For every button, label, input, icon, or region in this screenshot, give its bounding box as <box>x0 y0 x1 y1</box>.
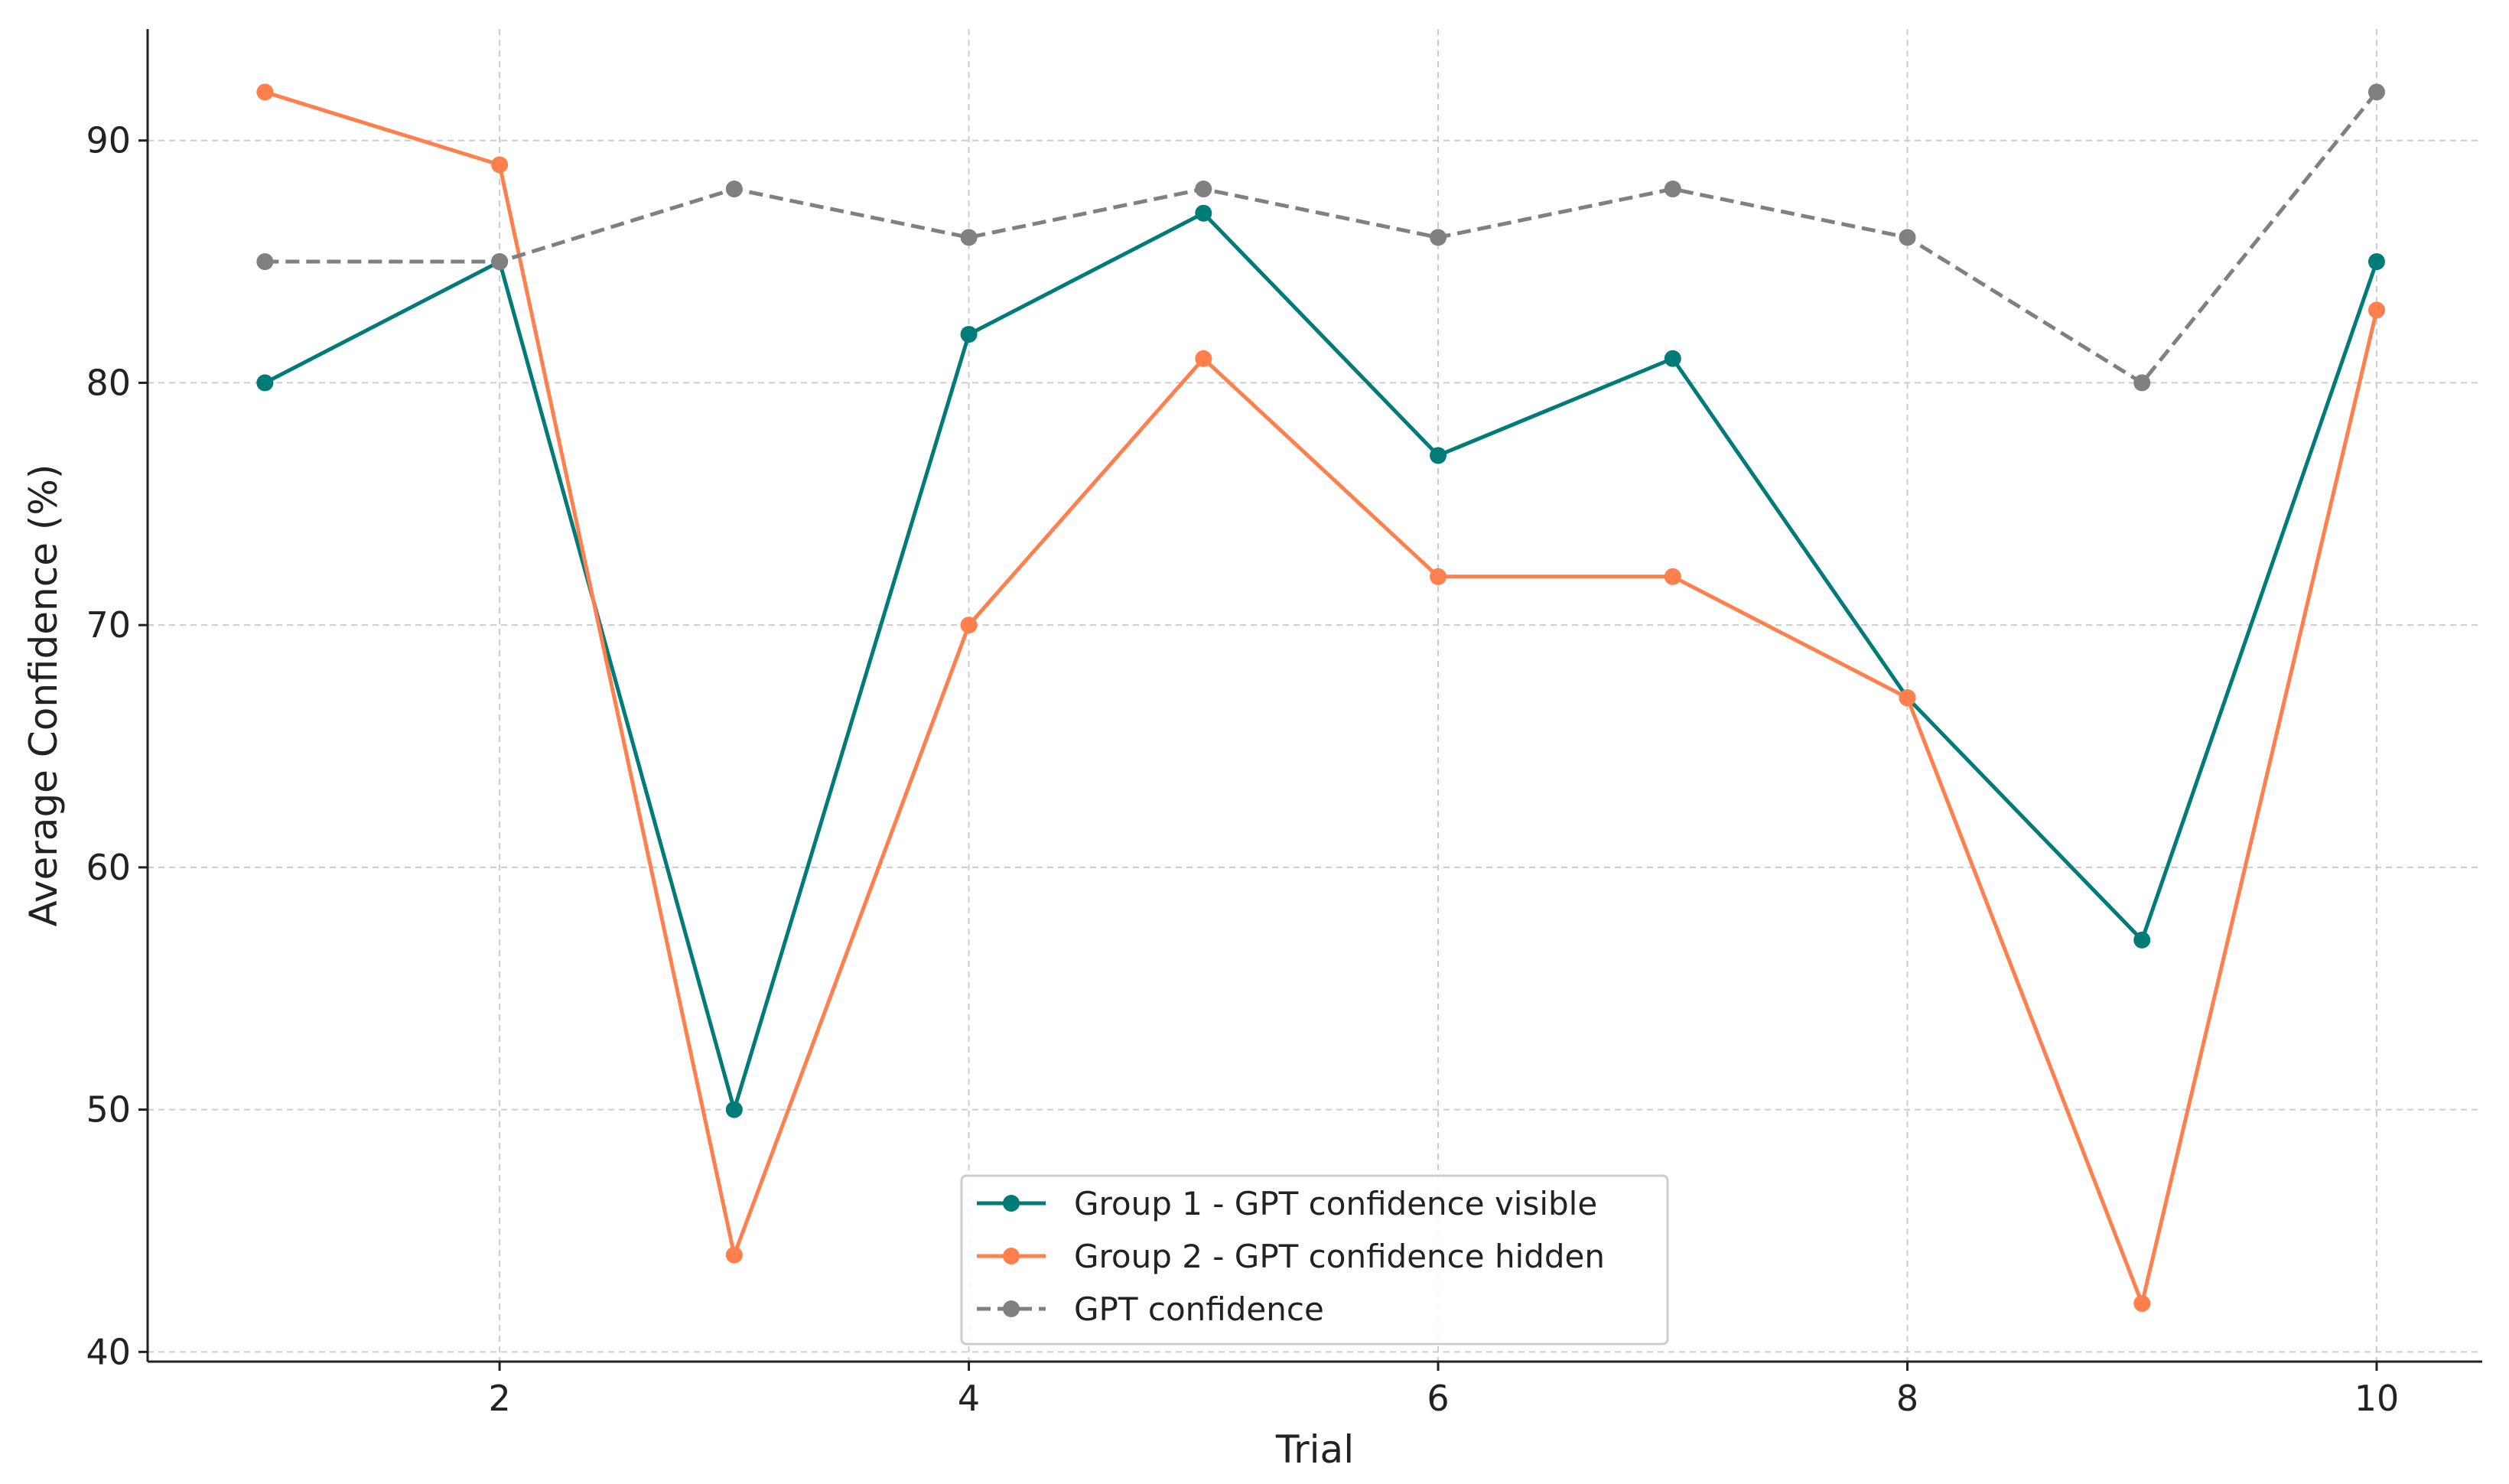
data-point <box>2367 253 2385 271</box>
legend-swatch-marker <box>1003 1248 1020 1264</box>
series <box>256 83 2385 1312</box>
data-point <box>1195 350 1212 367</box>
series-line <box>264 211 2379 1112</box>
data-point <box>1195 181 1212 198</box>
data-point <box>256 374 274 392</box>
legend-label: Group 1 - GPT confidence visible <box>1074 1185 1597 1222</box>
y-tick-label: 70 <box>86 604 131 646</box>
series-line <box>264 89 2379 1306</box>
data-point <box>1664 350 1681 367</box>
legend-swatch-marker <box>1003 1195 1020 1212</box>
legend-entry: Group 1 - GPT confidence visible <box>977 1185 1597 1222</box>
data-point <box>1664 181 1681 198</box>
data-point <box>960 326 978 343</box>
tick-labels: 2 4 6 8 10 40 50 60 70 80 90 <box>86 120 2399 1419</box>
y-axis-label: Average Confidence (%) <box>21 464 66 927</box>
series-2 <box>256 83 2385 1312</box>
data-point <box>2367 301 2385 319</box>
legend-entry: Group 2 - GPT confidence hidden <box>977 1238 1605 1275</box>
data-point <box>256 83 274 101</box>
x-axis-label: Trial <box>1275 1427 1354 1472</box>
data-point <box>2133 1294 2151 1312</box>
data-point <box>1899 229 1916 246</box>
axes <box>146 29 2482 1363</box>
y-tick-label: 50 <box>86 1089 131 1131</box>
data-point <box>1430 447 1447 464</box>
legend-label: Group 2 - GPT confidence hidden <box>1074 1238 1605 1275</box>
data-point <box>960 617 978 634</box>
legend-entry: GPT confidence <box>977 1290 1324 1328</box>
data-point <box>1195 204 1212 222</box>
data-point <box>2367 83 2385 101</box>
data-point <box>725 1246 743 1264</box>
x-tick-label: 6 <box>1427 1378 1449 1419</box>
legend-swatch-marker <box>1003 1300 1020 1317</box>
legend-frame <box>960 1174 1669 1346</box>
data-point <box>2133 931 2151 949</box>
x-tick-label: 10 <box>2354 1378 2400 1419</box>
data-point <box>1430 229 1447 246</box>
data-point <box>1664 568 1681 585</box>
x-tick-label: 2 <box>488 1378 510 1419</box>
data-point <box>491 253 509 271</box>
series-3 <box>256 83 2385 392</box>
data-point <box>1430 568 1447 585</box>
y-tick-label: 40 <box>86 1331 131 1372</box>
data-point <box>725 1101 743 1118</box>
data-point <box>256 253 274 271</box>
y-tick-label: 60 <box>86 847 131 888</box>
legend: Group 1 - GPT confidence visible Group 2 … <box>960 1174 1669 1346</box>
x-tick-label: 4 <box>958 1378 980 1419</box>
series-line <box>265 90 2378 385</box>
data-point <box>491 156 509 174</box>
x-tick-label: 8 <box>1896 1378 1918 1419</box>
data-point <box>1899 689 1916 707</box>
y-tick-label: 80 <box>86 362 131 403</box>
data-point <box>2133 374 2151 392</box>
data-point <box>960 229 978 246</box>
y-tick-label: 90 <box>86 120 131 161</box>
legend-label: GPT confidence <box>1074 1290 1324 1328</box>
data-point <box>725 181 743 198</box>
